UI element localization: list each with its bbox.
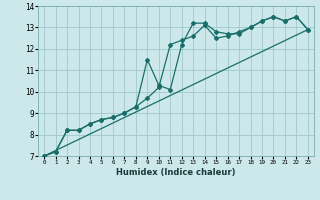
X-axis label: Humidex (Indice chaleur): Humidex (Indice chaleur) bbox=[116, 168, 236, 177]
